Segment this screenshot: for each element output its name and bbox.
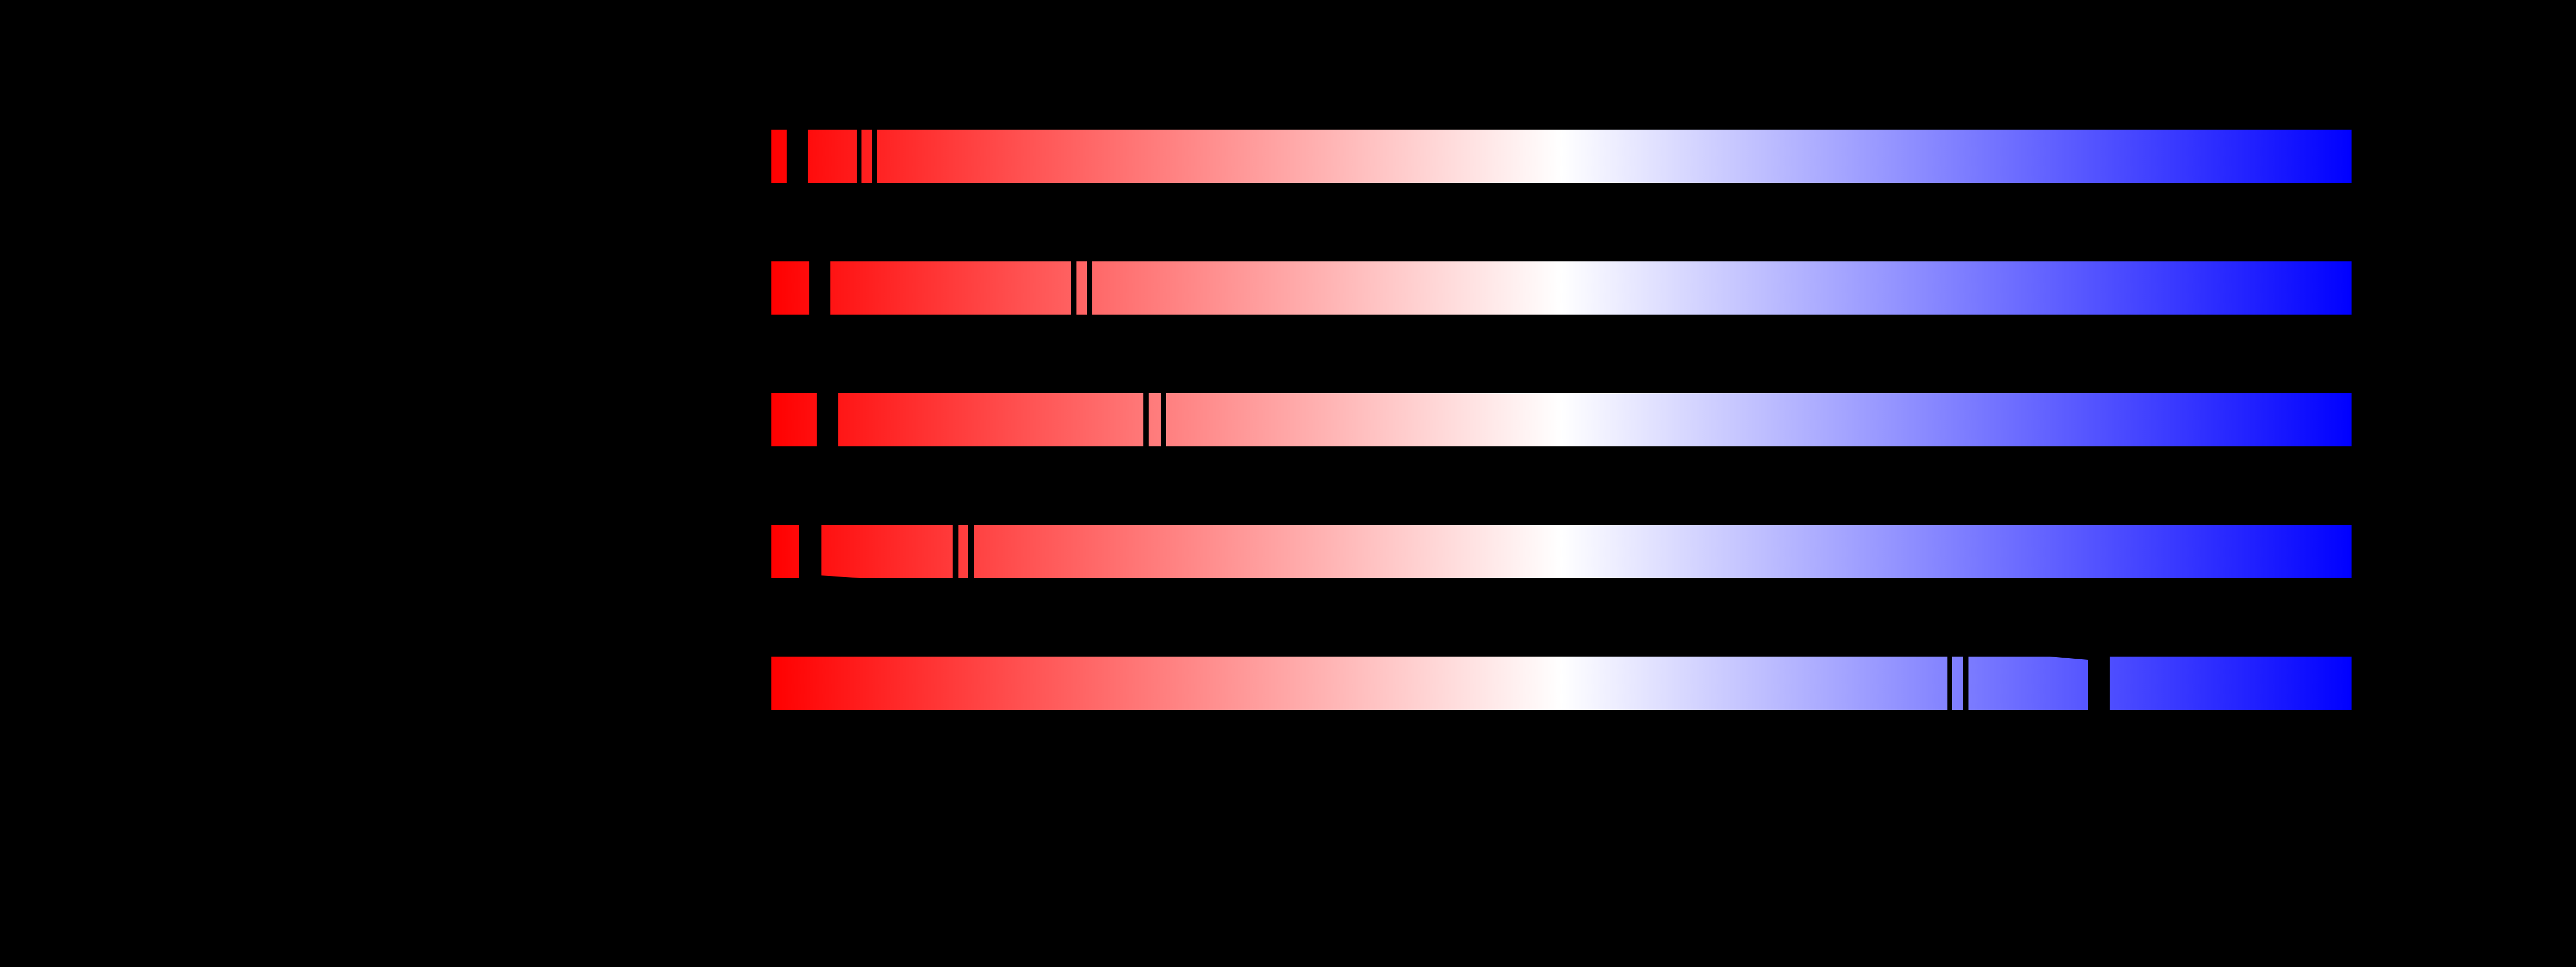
thick-marker-tick [817,393,838,446]
colormap-strip-row-5 [771,657,2352,710]
thin-marker-tick [1963,657,1968,710]
colormap-strip-row-2 [771,261,2352,315]
colormap-strip-row-3 [771,393,2352,446]
thin-marker-tick [872,130,877,183]
thin-marker-tick [857,130,861,183]
thin-marker-tick [953,525,958,578]
thick-marker-tick [809,261,830,315]
thin-marker-tick [1161,393,1166,446]
thick-marker-tick [799,525,821,578]
thin-marker-tick [1143,393,1149,446]
colormap-strip-row-4 [771,525,2352,578]
thick-marker-tick [2088,657,2110,710]
thin-marker-tick [1947,657,1952,710]
thin-marker-tick [1071,261,1076,315]
thick-marker-tick [787,130,808,183]
thin-marker-tick [1087,261,1092,315]
colormap-strip-row-1 [771,130,2352,183]
thin-marker-tick [968,525,974,578]
